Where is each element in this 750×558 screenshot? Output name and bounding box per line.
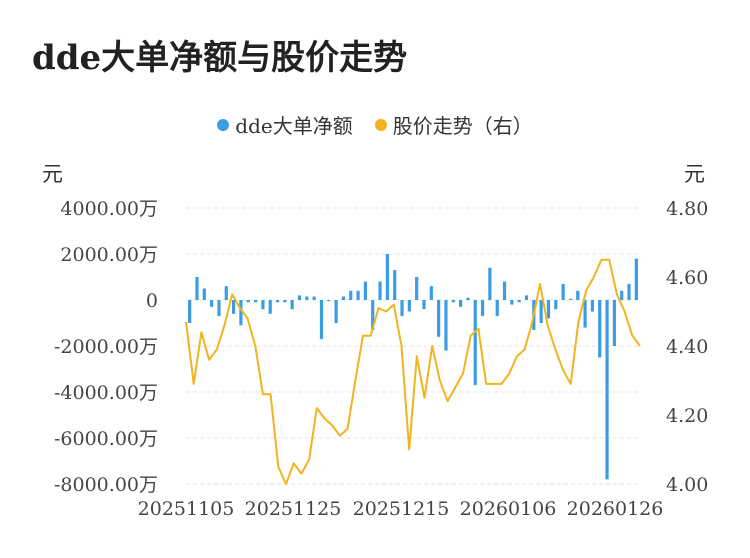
y-left-tick-label: 4000.00万 [60, 198, 158, 220]
bar [319, 300, 324, 340]
bar [444, 300, 448, 351]
bar [202, 288, 206, 300]
x-tick-label: 20251105 [138, 498, 235, 520]
bar [312, 296, 316, 300]
y-right-tick-label: 4.00 [666, 474, 708, 496]
bar [590, 300, 595, 312]
bar [576, 290, 580, 300]
bar [261, 300, 265, 310]
bar [495, 300, 499, 317]
bar [393, 270, 397, 300]
x-tick-label: 20251215 [353, 498, 450, 520]
bar [480, 300, 485, 317]
x-tick-label: 20260106 [460, 498, 557, 520]
bar [488, 267, 492, 300]
legend-item-price[interactable]: 股价走势（右） [374, 110, 533, 139]
bar [605, 300, 609, 480]
bar [634, 258, 638, 300]
bar [612, 300, 616, 346]
y-right-unit: 元 [684, 162, 705, 186]
bar [415, 277, 419, 300]
chart-title: dde大单净额与股价走势 [32, 38, 408, 78]
bar [246, 300, 250, 303]
price-line [185, 258, 641, 485]
bar [356, 290, 360, 300]
bar [363, 281, 368, 300]
y-right-tick-label: 4.20 [666, 405, 708, 427]
bar [224, 286, 228, 300]
bar [517, 300, 521, 303]
bar [195, 277, 199, 300]
bar [349, 290, 353, 300]
y-right-tick-label: 4.40 [666, 336, 708, 358]
y-left-tick-label: 0 [146, 290, 158, 312]
legend-label-dde: dde大单净额 [235, 114, 353, 138]
bar [371, 300, 375, 330]
bar [598, 300, 602, 358]
bar [451, 300, 455, 303]
bar [510, 300, 514, 305]
bar [627, 283, 631, 300]
bar [305, 296, 309, 300]
legend-item-dde[interactable]: dde大单净额 [217, 110, 353, 139]
bar [217, 300, 221, 317]
bar [539, 300, 543, 323]
bar [400, 300, 404, 317]
bar [253, 300, 258, 303]
bar [239, 300, 243, 326]
bar [297, 295, 302, 300]
bar [231, 300, 236, 314]
bar [385, 254, 389, 300]
bar [290, 300, 294, 310]
bar [275, 300, 280, 303]
legend-dot-icon [217, 118, 230, 131]
bar [524, 295, 529, 300]
bar [407, 300, 411, 312]
y-left-tick-label: 2000.00万 [60, 244, 158, 266]
x-tick-label: 20251125 [245, 498, 342, 520]
y-left-tick-label: -8000.00万 [54, 474, 158, 496]
bar [561, 283, 565, 300]
legend: dde大单净额 股价走势（右） [0, 110, 750, 139]
bar [620, 290, 624, 300]
bar [334, 300, 338, 323]
bar [378, 281, 382, 300]
bar [210, 300, 214, 307]
legend-dot-icon [374, 118, 387, 131]
bar [473, 300, 477, 386]
bar [188, 300, 192, 323]
bar [429, 286, 433, 300]
x-tick-label: 20260126 [567, 498, 664, 520]
y-right-tick-label: 4.80 [666, 198, 708, 220]
y-left-tick-label: -6000.00万 [54, 428, 158, 450]
bar [502, 281, 507, 300]
y-right-tick-label: 4.60 [666, 267, 708, 289]
bar [327, 300, 331, 302]
y-left-tick-label: -4000.00万 [54, 382, 158, 404]
bar [422, 300, 426, 310]
y-left-tick-label: -2000.00万 [54, 336, 158, 358]
legend-label-price: 股价走势（右） [392, 114, 533, 138]
bar [283, 300, 287, 303]
bar [341, 296, 346, 300]
bar [583, 300, 587, 328]
bar [568, 298, 573, 300]
bar [546, 300, 551, 319]
bar [458, 300, 463, 307]
bar [268, 300, 272, 314]
y-left-unit: 元 [42, 162, 63, 186]
bar [437, 300, 441, 337]
bar [466, 297, 470, 300]
bar [554, 300, 558, 310]
